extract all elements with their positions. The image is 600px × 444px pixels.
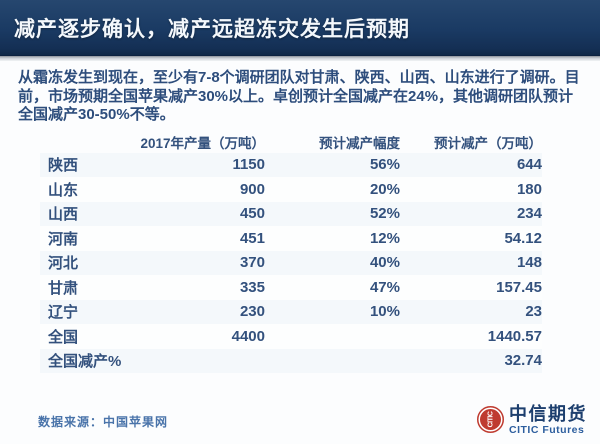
production-cell: 900: [239, 180, 265, 198]
page-title: 减产逐步确认，减产远超冻灾发生后预期: [14, 17, 410, 41]
amount-cell: 180: [516, 180, 542, 198]
amount-cell: 1440.57: [487, 327, 542, 345]
logo-name-en: CITIC Futures: [509, 423, 585, 436]
amount-cell: 234: [516, 205, 542, 223]
production-cell: [140, 349, 265, 374]
production-cell: 370: [239, 254, 265, 272]
pct-cell: 47%: [369, 278, 400, 296]
amount-cell: 644: [516, 156, 542, 174]
logo-name-cn: 中信期货: [509, 403, 587, 424]
summary-paragraph: 从霜冻发生到现在，至少有7-8个调研团队对甘肃、陕西、山西、山东进行了调研。目前…: [18, 69, 580, 123]
citic-emblem-icon: CITIC: [477, 406, 504, 434]
pct-cell: 56%: [369, 156, 400, 174]
table-row: 陕西 1150 56% 644: [40, 152, 542, 177]
header-reduction-amount: 预计减产（万吨）: [434, 136, 542, 151]
logo-text: 中信期货 CITIC Futures: [509, 405, 587, 436]
header-production-2017: 2017年产量（万吨）: [140, 136, 265, 151]
production-cell: 4400: [231, 327, 265, 345]
table-row: 河北 370 40% 148: [40, 250, 542, 275]
pct-cell: 52%: [369, 205, 400, 223]
region-cell: 河北: [48, 255, 79, 273]
citic-futures-logo: CITIC 中信期货 CITIC Futures: [477, 405, 587, 436]
table-header-row: 2017年产量（万吨） 预计减产幅度 预计减产（万吨）: [40, 132, 542, 153]
region-cell: 甘肃: [48, 279, 79, 297]
pct-cell: 10%: [369, 303, 400, 321]
region-cell: 辽宁: [48, 304, 79, 322]
title-bar: 减产逐步确认，减产远超冻灾发生后预期: [0, 0, 600, 56]
amount-cell: 32.74: [504, 352, 542, 370]
pct-cell: 20%: [369, 180, 400, 198]
table-row: 山西 450 52% 234: [40, 201, 542, 226]
pct-cell: 40%: [369, 254, 400, 272]
region-cell: 全国: [48, 328, 79, 346]
production-cell: 335: [239, 278, 265, 296]
region-cell: 河南: [48, 230, 79, 248]
table-row: 辽宁 230 10% 23: [40, 299, 542, 324]
amount-cell: 148: [516, 254, 542, 272]
region-cell: 全国减产%: [48, 353, 122, 371]
table-row: 甘肃 335 47% 157.45: [40, 275, 542, 300]
table-row: 全国减产% 32.74: [40, 348, 542, 374]
region-cell: 山东: [48, 181, 79, 199]
amount-cell: 157.45: [496, 278, 542, 296]
production-cell: 230: [239, 303, 265, 321]
region-cell: 山西: [48, 206, 79, 224]
table-row: 全国 4400 1440.57: [40, 324, 542, 349]
pct-cell: [265, 324, 400, 349]
amount-cell: 23: [525, 303, 542, 321]
pct-cell: [265, 349, 400, 374]
titlebar-divider: [0, 56, 600, 61]
amount-cell: 54.12: [504, 229, 542, 247]
production-cell: 450: [239, 205, 265, 223]
table-row: 山东 900 20% 180: [40, 177, 542, 202]
data-source-note: 数据来源：中国苹果网: [38, 415, 169, 429]
header-region: [40, 132, 140, 153]
pct-cell: 12%: [369, 229, 400, 247]
production-cell: 1150: [232, 156, 265, 174]
header-reduction-pct: 预计减产幅度: [319, 136, 400, 151]
production-cell: 451: [239, 229, 265, 247]
table-row: 河南 451 12% 54.12: [40, 226, 542, 251]
region-cell: 陕西: [48, 157, 79, 175]
production-reduction-table: 2017年产量（万吨） 预计减产幅度 预计减产（万吨） 陕西 1150 56% …: [40, 132, 542, 374]
